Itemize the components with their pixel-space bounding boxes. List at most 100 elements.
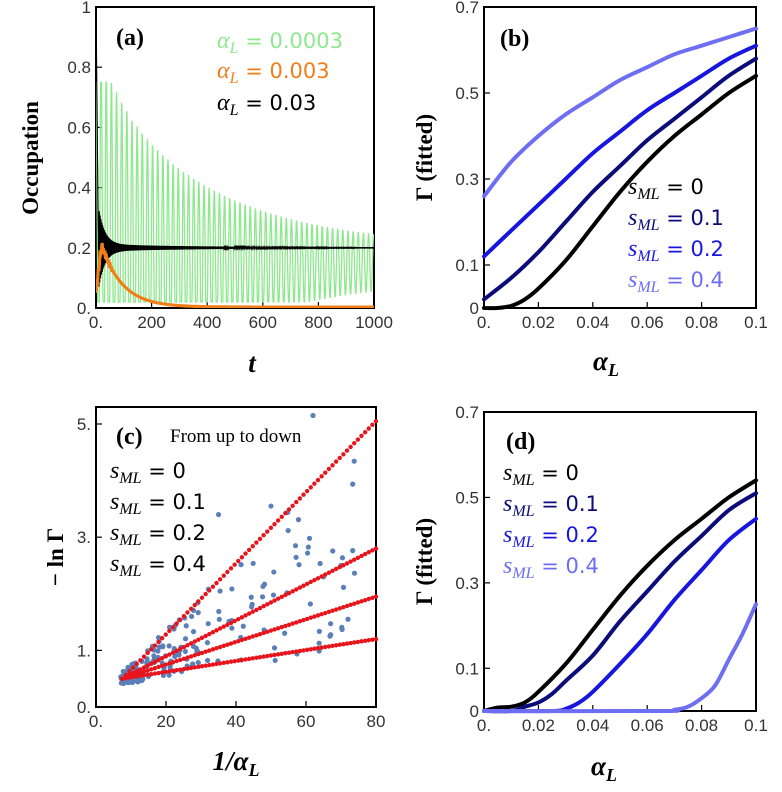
fit-point xyxy=(181,656,187,661)
fit-point xyxy=(362,597,368,603)
y-tick-label: 5. xyxy=(77,415,91,434)
x-tick-label: 0.06 xyxy=(631,716,664,735)
fit-point xyxy=(236,638,241,644)
fit-point xyxy=(257,654,263,660)
fit-point xyxy=(362,551,368,557)
fit-point xyxy=(312,646,317,651)
scatter-point xyxy=(271,645,278,651)
fit-point xyxy=(192,639,197,644)
fit-point xyxy=(348,640,353,646)
plot-frame xyxy=(483,6,757,309)
legend-entry: sML = 0 xyxy=(503,460,579,489)
fit-point xyxy=(185,666,190,671)
fit-point xyxy=(254,607,259,613)
fit-point xyxy=(344,603,350,609)
series-line-orange xyxy=(96,242,374,308)
x-tick-label: 0.1 xyxy=(744,716,768,735)
fit-point xyxy=(330,568,335,574)
series-line xyxy=(482,602,758,714)
fit-point xyxy=(290,503,295,508)
fit-point xyxy=(308,485,313,490)
fit-point xyxy=(152,665,158,671)
label-part: = 0 xyxy=(660,175,704,199)
fit-point xyxy=(290,621,295,626)
label-part: ML xyxy=(511,503,534,520)
fit-point xyxy=(275,596,281,601)
label-part: = 0.0003 xyxy=(239,29,343,53)
x-tick-label: 1000 xyxy=(355,313,393,332)
fit-point xyxy=(221,643,226,649)
label-part: ML xyxy=(118,470,141,487)
scatter-point xyxy=(215,511,222,518)
y-tick-label: 0 xyxy=(470,702,479,721)
scatter-point xyxy=(190,661,196,667)
fit-point xyxy=(352,441,357,446)
fit-point xyxy=(319,574,324,579)
fit-point xyxy=(159,663,165,669)
fit-point xyxy=(268,525,274,531)
fit-point xyxy=(167,652,172,657)
fit-point xyxy=(366,596,371,602)
fit-point xyxy=(283,592,288,598)
panel-label: (c) xyxy=(116,424,143,450)
scatter-point xyxy=(272,657,278,664)
scatter-point xyxy=(307,601,313,607)
label-part: = 0.1 xyxy=(142,490,206,514)
scatter-point xyxy=(350,481,356,487)
scatter-point xyxy=(176,652,182,658)
x-tick-label: 0. xyxy=(89,712,103,731)
scatter-point xyxy=(328,621,334,627)
scatter-point xyxy=(249,601,255,607)
label-part: α xyxy=(217,58,230,84)
fit-point xyxy=(130,665,136,670)
fit-point xyxy=(373,594,379,599)
fit-point xyxy=(294,620,299,625)
scatter-point xyxy=(351,458,357,464)
x-axis-label: t xyxy=(248,348,257,378)
legend-entry: sML = 0.4 xyxy=(503,553,599,582)
fit-point xyxy=(199,635,205,640)
fit-point xyxy=(355,555,361,561)
fit-point xyxy=(170,624,176,630)
scatter-point xyxy=(182,648,188,655)
label-part: = 0.03 xyxy=(239,91,317,115)
fit-point xyxy=(373,418,379,424)
fit-point xyxy=(283,651,288,656)
scatter-point xyxy=(204,640,211,646)
fit-point xyxy=(221,624,226,629)
fit-point xyxy=(304,616,310,622)
scatter-point xyxy=(340,584,347,590)
fit-point xyxy=(228,659,234,664)
fit-point xyxy=(149,647,154,652)
fit-point xyxy=(185,610,190,615)
scatter-point xyxy=(151,653,157,659)
fit-point xyxy=(257,631,263,637)
fit-point xyxy=(352,640,357,645)
label-part: s xyxy=(503,460,512,486)
fit-point xyxy=(297,619,303,624)
fit-point xyxy=(149,661,154,667)
fit-point xyxy=(254,540,259,545)
x-axis-label: αL xyxy=(593,346,619,380)
fit-point xyxy=(290,649,295,655)
fit-point xyxy=(294,587,299,592)
fit-point xyxy=(123,675,129,681)
fit-point xyxy=(174,621,179,626)
scatter-point xyxy=(240,623,246,629)
x-tick-label: 600 xyxy=(249,313,277,332)
fit-point xyxy=(265,629,270,634)
fit-point xyxy=(370,595,375,600)
fit-point xyxy=(232,658,237,664)
fit-point xyxy=(232,640,237,645)
fit-point xyxy=(268,600,274,605)
fit-point xyxy=(207,648,212,653)
fit-point xyxy=(127,675,132,680)
x-tick-label: 400 xyxy=(193,313,221,332)
fit-point xyxy=(138,670,143,676)
y-tick-label: 0.1 xyxy=(455,256,479,275)
scatter-point xyxy=(305,544,311,550)
label-part: = 0.4 xyxy=(142,552,206,576)
fit-point xyxy=(199,650,205,656)
fit-point xyxy=(181,644,187,650)
fit-point xyxy=(326,609,332,615)
